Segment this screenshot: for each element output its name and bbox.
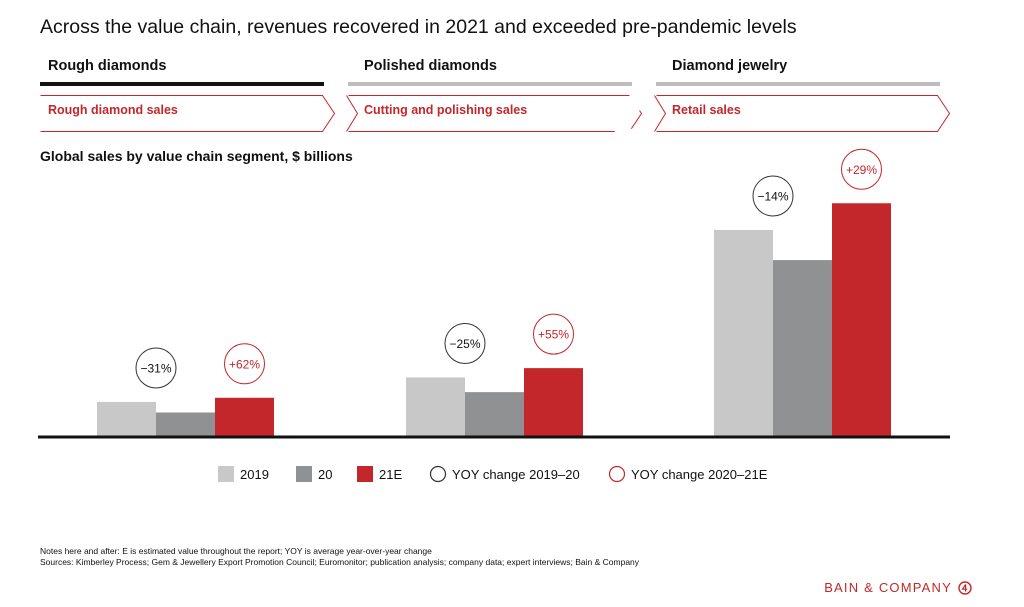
legend-yoy-2020-21e-label: YOY change 2020–21E bbox=[631, 467, 768, 482]
value-chain-chevrons: Rough diamond sales Cutting and polishin… bbox=[40, 95, 951, 132]
bar-rough-2019 bbox=[97, 401, 156, 436]
bar-jewelry-20 bbox=[773, 260, 832, 436]
yoy-2019-20-rough-label: −31% bbox=[140, 361, 171, 375]
legend-20-label: 20 bbox=[318, 467, 332, 482]
yoy-2019-20-polished-circle bbox=[444, 322, 486, 364]
chevron-label-jewelry: Retail sales bbox=[672, 103, 741, 117]
chevron-label-rough: Rough diamond sales bbox=[48, 103, 178, 117]
bar-jewelry-21e bbox=[832, 203, 891, 436]
chart-title: Global sales by value chain segment, $ b… bbox=[40, 148, 353, 164]
segment-title-jewelry: Diamond jewelry bbox=[672, 58, 788, 74]
yoy-2020-21-rough-circle bbox=[224, 343, 265, 385]
yoy-2020-21-jewelry-circle bbox=[841, 148, 882, 190]
segment-rule-polished bbox=[348, 82, 632, 86]
yoy-2020-21-polished-circle bbox=[533, 313, 574, 355]
chevron-rough: Rough diamond sales bbox=[40, 95, 336, 132]
chevron-label-polished: Cutting and polishing sales bbox=[364, 103, 527, 117]
footnote-notes: Notes here and after: E is estimated val… bbox=[40, 546, 432, 556]
yoy-2020-21-rough-label: +62% bbox=[229, 357, 260, 371]
brand-name: BAIN & COMPANY bbox=[824, 580, 952, 595]
segment-title-rough: Rough diamonds bbox=[48, 58, 167, 74]
yoy-2020-21-jewelry-label: +29% bbox=[846, 163, 877, 177]
yoy-2019-20-polished-label: −25% bbox=[449, 337, 480, 351]
bar-polished-20 bbox=[465, 392, 524, 436]
legend-yoy-2019-20-label: YOY change 2019–20 bbox=[452, 467, 580, 482]
chevron-polished: Cutting and polishing sales bbox=[346, 95, 643, 132]
yoy-2019-20-jewelry-label: −14% bbox=[757, 189, 788, 203]
legend-20-swatch bbox=[296, 466, 312, 482]
yoy-2019-20-jewelry-circle bbox=[752, 175, 794, 217]
bar-polished-2019 bbox=[406, 377, 465, 436]
footnotes: Notes here and after: E is estimated val… bbox=[40, 546, 639, 568]
footnote-sources: Sources: Kimberley Process; Gem & Jewell… bbox=[40, 557, 640, 567]
segment-rule-rough bbox=[40, 82, 324, 86]
bar-polished-21e bbox=[524, 368, 583, 436]
bar-jewelry-2019 bbox=[714, 229, 773, 436]
segment-rule-jewelry bbox=[656, 82, 940, 86]
yoy-2020-21-polished-label: +55% bbox=[538, 328, 569, 342]
legend-yoy-2019-20-swatch bbox=[429, 465, 447, 483]
bar-rough-20 bbox=[156, 412, 215, 436]
page-title: Across the value chain, revenues recover… bbox=[40, 16, 797, 38]
legend-21e-label: 21E bbox=[379, 467, 402, 482]
legend-2019-swatch bbox=[218, 466, 234, 482]
legend-2019-label: 2019 bbox=[240, 467, 269, 482]
brand-circle-icon bbox=[958, 580, 972, 595]
chevron-jewelry: Retail sales bbox=[654, 95, 951, 132]
yoy-2019-20-rough-circle bbox=[135, 347, 177, 389]
legend-yoy-2020-21e-swatch bbox=[608, 465, 626, 483]
brand-logo: BAIN & COMPANY bbox=[824, 580, 972, 595]
legend-21e-swatch bbox=[357, 466, 373, 482]
bar-chart: −31% +62% −25% +55% −14% +29% 2019 20 21E YOY cha… bbox=[38, 148, 950, 483]
bar-rough-21e bbox=[215, 397, 274, 436]
segment-title-polished: Polished diamonds bbox=[364, 58, 497, 74]
